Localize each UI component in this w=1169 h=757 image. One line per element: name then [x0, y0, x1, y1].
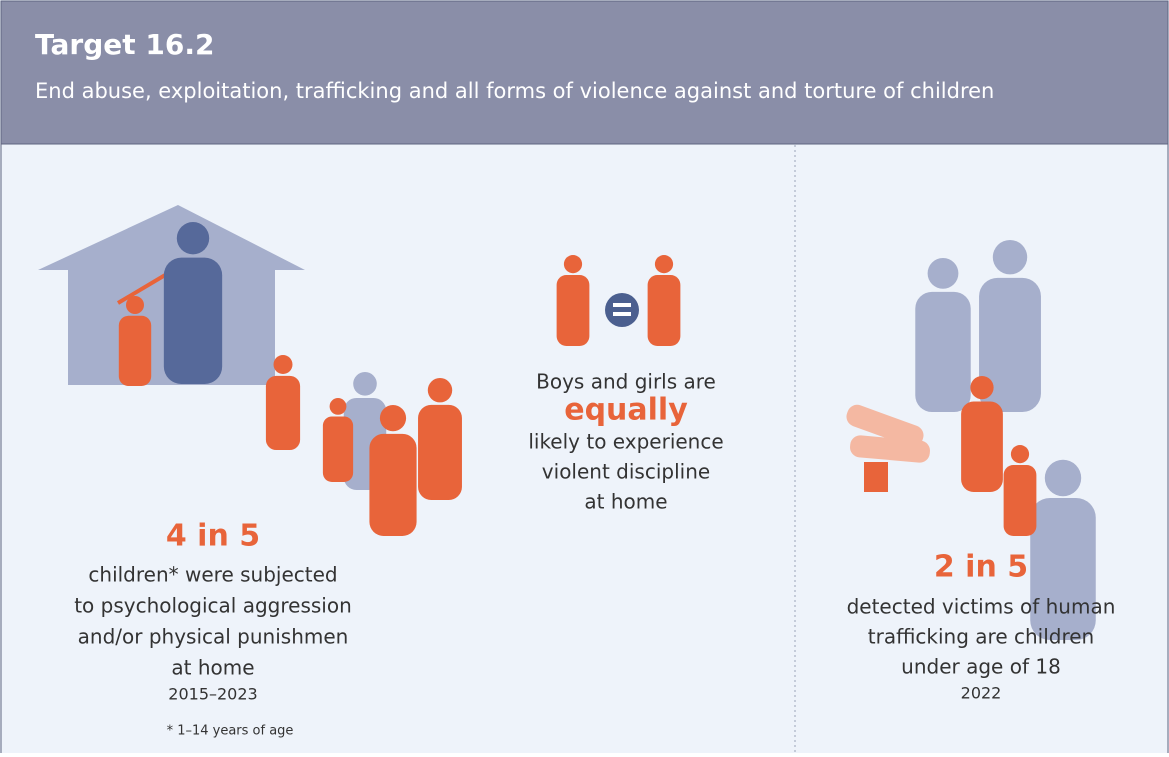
text-line: violent discipline	[542, 460, 710, 484]
person-head	[353, 372, 377, 396]
header-band	[1, 1, 1168, 144]
text-line: trafficking are children	[868, 625, 1094, 649]
text-line: 2015–2023	[168, 685, 257, 704]
person-head	[970, 376, 993, 399]
person-head	[428, 378, 452, 402]
text-line: equally	[564, 393, 688, 428]
title: Target 16.2	[35, 28, 214, 61]
person-head	[564, 255, 582, 273]
text-line: and/or physical punishmen	[78, 625, 349, 649]
person-body	[418, 405, 462, 500]
person-head	[1011, 445, 1029, 463]
person-body	[164, 258, 222, 384]
text-line: Boys and girls are	[536, 370, 716, 394]
text-line: at home	[171, 656, 254, 680]
equals-icon	[605, 293, 639, 327]
person-body	[1004, 465, 1037, 536]
person-head	[177, 222, 209, 254]
person-head	[274, 355, 293, 374]
infographic: Target 16.2 End abuse, exploitation, tra…	[0, 0, 1169, 753]
person-head	[1045, 460, 1081, 496]
text-line: 4 in 5	[166, 519, 260, 554]
person-body	[557, 275, 590, 346]
person-head	[928, 258, 959, 289]
person-body	[119, 316, 151, 386]
person-head	[655, 255, 673, 273]
person-head	[993, 240, 1027, 274]
person-body	[266, 376, 300, 450]
page: Target 16.2 End abuse, exploitation, tra…	[0, 0, 1169, 757]
person-body	[369, 434, 416, 536]
equals-bar	[613, 312, 631, 316]
person-body	[915, 292, 970, 412]
subtitle: End abuse, exploitation, trafficking and…	[35, 79, 994, 103]
text-line: 2022	[961, 684, 1002, 703]
equals-bar	[613, 303, 631, 307]
person-body	[648, 275, 681, 346]
tag	[864, 462, 888, 492]
text-line: * 1–14 years of age	[167, 724, 294, 739]
person-body	[323, 416, 353, 482]
person-head	[126, 296, 144, 314]
text-line: 2 in 5	[934, 550, 1028, 585]
person-head	[330, 398, 347, 415]
person-head	[380, 405, 406, 431]
person-body	[1030, 498, 1096, 640]
text-line: under age of 18	[901, 655, 1061, 679]
text-line: likely to experience	[528, 430, 723, 454]
text-line: detected victims of human	[847, 595, 1116, 619]
text-line: children* were subjected	[88, 563, 337, 587]
text-line: to psychological aggression	[74, 594, 352, 618]
text-line: at home	[584, 490, 667, 514]
person-body	[961, 402, 1003, 492]
